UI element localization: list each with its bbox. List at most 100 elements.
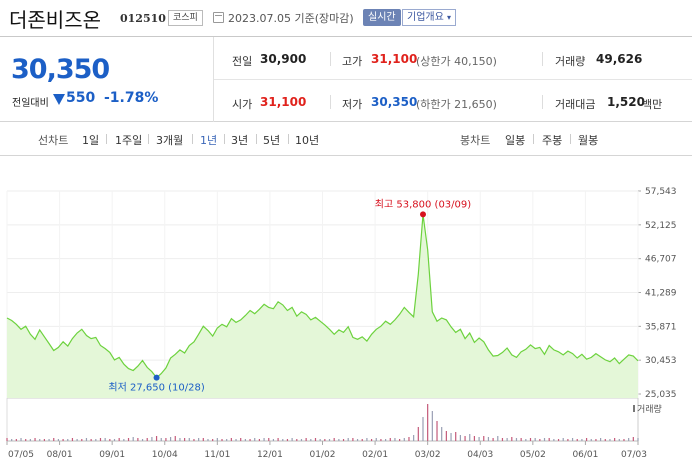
price-chart[interactable]: 57,543 52,125 46,707 41,289 35,871 30,453 25,0… — [0, 160, 692, 464]
volume-bar — [240, 438, 242, 441]
y-tick-label: 25,035 — [645, 390, 677, 400]
volume-bar — [478, 437, 480, 441]
volume-bar — [174, 436, 176, 441]
y-tick-label: 52,125 — [645, 221, 677, 231]
volume-bar — [455, 432, 457, 441]
volume-bar — [141, 439, 144, 441]
volume-bar — [202, 438, 204, 441]
high-value: 31,100 — [371, 52, 418, 66]
volume-bar — [25, 439, 27, 441]
period-3m[interactable]: 3개월 — [156, 134, 184, 147]
volume-bar — [534, 438, 536, 441]
min-marker — [153, 374, 160, 381]
period-separator — [288, 134, 289, 144]
volume-bar — [450, 433, 452, 441]
max-marker — [419, 211, 426, 218]
volume-bar — [567, 439, 569, 441]
calendar-icon — [213, 12, 224, 23]
candle-weekly[interactable]: 주봉 — [542, 134, 563, 147]
volume-bar — [300, 439, 303, 441]
volume-bar — [11, 439, 13, 441]
down-triangle-icon — [53, 94, 65, 105]
period-3y[interactable]: 3년 — [231, 134, 249, 147]
period-1y[interactable]: 1년 — [200, 134, 218, 147]
volume-bar — [370, 439, 373, 441]
company-info-label: 기업개요 — [407, 12, 444, 23]
volume-bar — [403, 438, 405, 441]
volume-bar — [216, 438, 218, 441]
volume-bar — [394, 438, 396, 441]
volume-bar — [230, 438, 232, 441]
volume-bar — [20, 438, 22, 441]
period-1w[interactable]: 1주일 — [115, 134, 143, 147]
volume-bar — [581, 439, 583, 441]
volume-bar — [67, 439, 69, 441]
stock-header: 더존비즈온 012510 코스피 2023.07.05 기준(장마감) 실시간 … — [0, 0, 692, 36]
volume-bar — [562, 438, 564, 441]
cell-separator — [330, 52, 331, 66]
volume-bar — [258, 439, 260, 441]
volume-bar — [422, 417, 424, 441]
volume-bar — [272, 439, 275, 441]
volume-bar — [254, 438, 256, 441]
y-tick-label: 46,707 — [645, 255, 677, 265]
volume-bar — [614, 438, 616, 441]
volume-bar — [212, 439, 214, 441]
volume-bar — [235, 439, 237, 441]
period-10y[interactable]: 10년 — [295, 134, 320, 147]
volume-bar — [515, 438, 518, 441]
volume-bar — [296, 439, 298, 441]
volume-bar — [492, 438, 494, 441]
change-value: 550 — [66, 90, 96, 106]
volume-bar — [76, 439, 78, 441]
volume-bar — [585, 438, 588, 441]
trade-amount-unit: 백만 — [642, 98, 663, 111]
volume-legend-swatch — [633, 405, 635, 412]
summary-divider — [214, 79, 692, 80]
volume-bar — [104, 438, 106, 441]
period-5y[interactable]: 5년 — [263, 134, 281, 147]
volume-bar — [291, 438, 293, 441]
volume-bar — [628, 438, 630, 441]
candle-chart-label: 봉차트 — [460, 134, 491, 147]
x-tick-label: 08/01 — [47, 450, 73, 460]
volume-bar — [539, 439, 541, 441]
period-1d[interactable]: 1일 — [82, 134, 100, 147]
candle-daily[interactable]: 일봉 — [505, 134, 526, 147]
volume-bar — [571, 438, 574, 441]
chart-period-bar: 선차트 1일 1주일 3개월 1년 3년 5년 10년 봉차트 일봉 주봉 월봉 — [0, 122, 692, 156]
volume-bar — [543, 438, 546, 441]
y-tick-label: 30,453 — [645, 356, 677, 366]
x-tick-label: 09/01 — [99, 450, 125, 460]
x-tick-label: 03/02 — [415, 450, 441, 460]
volume-bar — [165, 438, 167, 441]
volume-bar — [29, 439, 31, 441]
volume-bar — [305, 438, 307, 441]
open-value: 31,100 — [260, 95, 307, 109]
volume-bar — [441, 427, 443, 441]
prev-close-label: 전일 — [232, 55, 253, 68]
period-separator — [148, 134, 149, 144]
volume-bar — [169, 437, 172, 441]
volume-bar — [319, 439, 321, 441]
volume-bar — [244, 439, 246, 441]
volume-bar — [226, 439, 228, 441]
volume-bar — [501, 438, 504, 441]
volume-bar — [6, 438, 8, 441]
x-tick-label: 04/03 — [467, 450, 493, 460]
candle-monthly[interactable]: 월봉 — [578, 134, 599, 147]
x-tick-label: 01/02 — [310, 450, 336, 460]
market-badge: 코스피 — [168, 10, 203, 26]
period-separator — [224, 134, 225, 144]
volume-bar — [637, 438, 639, 441]
volume-bar — [333, 438, 335, 441]
company-info-dropdown[interactable]: 기업개요 ▾ — [402, 9, 457, 26]
period-separator — [256, 134, 257, 144]
realtime-button[interactable]: 실시간 — [363, 9, 401, 26]
volume-bar — [193, 439, 195, 441]
y-tick-label: 57,543 — [645, 187, 677, 197]
volume-bar — [459, 435, 461, 441]
volume-bar — [375, 438, 377, 441]
volume-bar — [221, 439, 223, 441]
volume-bar — [361, 439, 363, 441]
